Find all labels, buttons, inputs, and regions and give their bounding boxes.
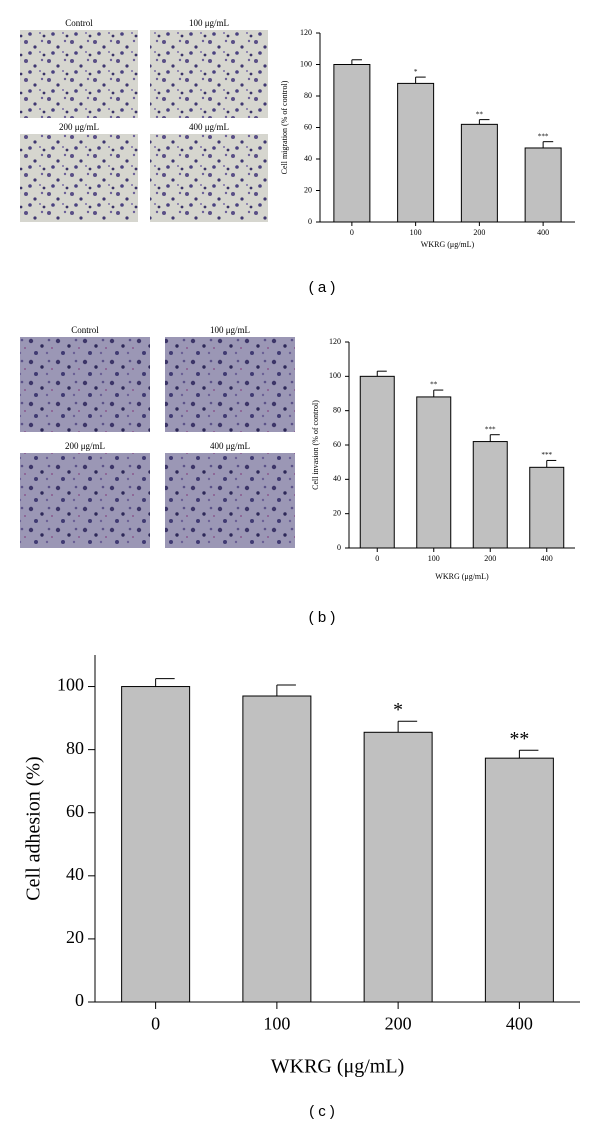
bar [363, 731, 433, 1003]
micrograph [20, 337, 150, 432]
image-label: Control [71, 325, 99, 335]
significance: ** [476, 110, 484, 118]
image-label: Control [65, 18, 93, 28]
micrograph [165, 337, 295, 432]
bar [333, 64, 371, 223]
bar [416, 396, 452, 549]
y-tick-label: 20 [66, 927, 84, 947]
x-tick-label: 0 [151, 1013, 160, 1033]
bar [472, 441, 508, 549]
y-axis-label: Cell adhesion (%) [23, 756, 45, 900]
bar [359, 375, 395, 549]
significance: *** [541, 451, 552, 459]
panel-label: ( b ) [309, 609, 336, 626]
image-label: 400 μg/mL [189, 122, 229, 132]
x-tick-label: 100 [410, 228, 422, 237]
bar [460, 123, 498, 223]
y-tick-label: 120 [329, 337, 341, 346]
panel-label: ( c ) [309, 1103, 335, 1120]
image-label: 100 μg/mL [189, 18, 229, 28]
x-tick-label: 200 [484, 554, 496, 563]
y-tick-label: 120 [300, 28, 312, 37]
x-axis-label: WKRG (μg/mL) [271, 1056, 404, 1078]
y-tick-label: 80 [333, 405, 341, 414]
x-tick-label: 100 [428, 554, 440, 563]
y-tick-label: 60 [304, 122, 312, 131]
x-tick-label: 0 [350, 228, 354, 237]
x-tick-label: 400 [541, 554, 553, 563]
significance: ** [509, 728, 529, 750]
bar [242, 695, 312, 1003]
x-tick-label: 200 [473, 228, 485, 237]
micrograph [165, 453, 295, 548]
y-tick-label: 100 [329, 371, 341, 380]
y-axis-label: Cell invasion (% of control) [311, 400, 320, 490]
x-tick-label: 100 [263, 1013, 290, 1033]
micrograph [20, 30, 138, 118]
y-tick-label: 80 [66, 738, 84, 758]
micrograph [20, 453, 150, 548]
significance: * [414, 68, 418, 76]
micrograph [150, 134, 268, 222]
image-label: 200 μg/mL [59, 122, 99, 132]
y-tick-label: 20 [304, 185, 312, 194]
image-label: 200 μg/mL [65, 441, 105, 451]
y-axis-label: Cell migration (% of control) [280, 80, 289, 174]
y-tick-label: 0 [337, 543, 341, 552]
y-tick-label: 60 [333, 440, 341, 449]
y-tick-label: 100 [57, 675, 84, 695]
x-tick-label: 400 [537, 228, 549, 237]
x-tick-label: 0 [375, 554, 379, 563]
y-tick-label: 80 [304, 91, 312, 100]
panel-label: ( a ) [309, 279, 336, 296]
image-label: 400 μg/mL [210, 441, 250, 451]
x-axis-label: WKRG (μg/mL) [421, 240, 475, 249]
x-axis-label: WKRG (μg/mL) [435, 572, 489, 581]
micrograph [150, 30, 268, 118]
significance: ** [430, 381, 438, 389]
y-tick-label: 20 [333, 508, 341, 517]
bar [524, 147, 562, 223]
y-tick-label: 40 [66, 864, 84, 884]
bar [121, 686, 191, 1003]
y-tick-label: 0 [75, 990, 84, 1010]
bar [484, 757, 554, 1003]
micrograph [20, 134, 138, 222]
y-tick-label: 0 [308, 217, 312, 226]
significance: *** [538, 132, 549, 140]
y-tick-label: 60 [66, 801, 84, 821]
x-tick-label: 400 [506, 1013, 533, 1033]
bar [397, 82, 435, 223]
image-label: 100 μg/mL [210, 325, 250, 335]
y-tick-label: 40 [304, 154, 312, 163]
significance: *** [485, 425, 496, 433]
y-tick-label: 100 [300, 59, 312, 68]
significance: * [393, 699, 403, 721]
y-tick-label: 40 [333, 474, 341, 483]
x-tick-label: 200 [385, 1013, 412, 1033]
bar [529, 466, 565, 549]
